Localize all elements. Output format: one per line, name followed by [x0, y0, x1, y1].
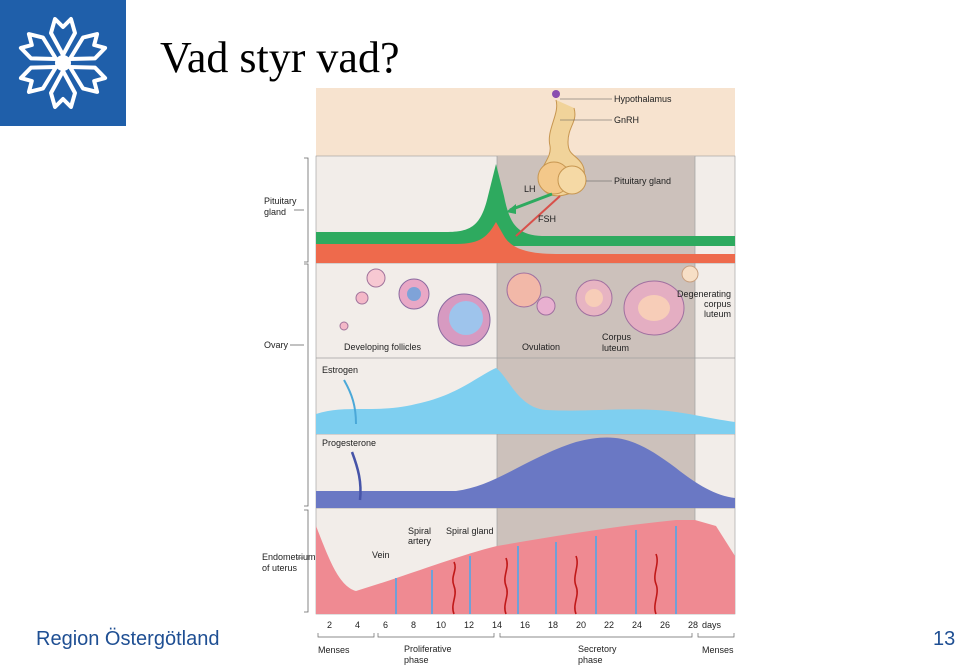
endometrium-row-label-1: Endometrium — [262, 552, 316, 562]
progesterone-arrow — [350, 451, 362, 501]
day-tick: 16 — [520, 620, 530, 630]
day-tick: 12 — [464, 620, 474, 630]
pituitary-row-label-1: Pituitary — [264, 196, 297, 206]
estrogen-arrow — [343, 379, 357, 425]
phase-menses-start: Menses — [318, 645, 350, 655]
fsh-arrow — [515, 195, 561, 237]
degenerating-label-3: luteum — [704, 309, 731, 319]
spiral-artery-label-1: Spiral — [408, 526, 431, 536]
developing-follicles-label: Developing follicles — [344, 342, 422, 352]
ovulation-label: Ovulation — [522, 342, 560, 352]
phase-secretory-2: phase — [578, 655, 603, 665]
day-tick: 26 — [660, 620, 670, 630]
day-tick: 20 — [576, 620, 586, 630]
degenerating-label-2: corpus — [704, 299, 732, 309]
days-unit-label: days — [702, 620, 722, 630]
lh-arrow — [509, 192, 553, 212]
flower-logo-icon — [16, 17, 110, 109]
fsh-label: FSH — [538, 214, 556, 224]
estrogen-label: Estrogen — [322, 365, 358, 375]
footer-organization: Region Östergötland — [36, 628, 220, 650]
hypothalamus-panel — [316, 88, 735, 156]
fsh-curve — [316, 222, 735, 263]
endometrium-lining — [316, 520, 735, 614]
spiral-arteries — [452, 553, 658, 615]
lh-arrowhead — [506, 204, 516, 214]
phase-proliferative-1: Proliferative — [404, 644, 452, 654]
day-axis: 2 4 6 8 10 12 14 16 18 20 22 24 26 28 da… — [327, 620, 722, 630]
region-ostergotland-logo — [0, 0, 126, 126]
corpus-luteum-label-1: Corpus — [602, 332, 632, 342]
corpus-luteum-label-2: luteum — [602, 343, 629, 353]
pituitary-gland-drawing — [537, 90, 587, 197]
menstrual-cycle-diagram: Hypothalamus GnRH Pituitary gland LH FSH… — [256, 86, 740, 666]
lh-curve — [316, 164, 735, 246]
spiral-gland-label: Spiral gland — [446, 526, 494, 536]
lh-label: LH — [524, 184, 536, 194]
day-tick: 14 — [492, 620, 502, 630]
progesterone-curve — [316, 437, 735, 508]
day-tick: 24 — [632, 620, 642, 630]
corpus-luteum-drawing — [575, 279, 685, 336]
page-number: 13 — [933, 628, 956, 650]
day-tick: 2 — [327, 620, 332, 630]
day-tick: 10 — [436, 620, 446, 630]
slide-title: Vad styr vad? — [160, 33, 400, 82]
day-tick: 8 — [411, 620, 416, 630]
day-tick: 28 — [688, 620, 698, 630]
phase-menses-end: Menses — [702, 645, 734, 655]
endometrium-row-label-2: of uterus — [262, 563, 298, 573]
gnrh-label: GnRH — [614, 115, 639, 125]
progesterone-label: Progesterone — [322, 438, 376, 448]
phase-secretory-1: Secretory — [578, 644, 617, 654]
uterine-veins — [395, 526, 677, 614]
ovary-row-label: Ovary — [264, 340, 289, 350]
hypothalamus-label: Hypothalamus — [614, 94, 672, 104]
spiral-artery-label-2: artery — [408, 536, 432, 546]
degenerating-corpus-luteum-drawing — [681, 265, 699, 283]
phase-proliferative-2: phase — [404, 655, 429, 665]
vein-label: Vein — [372, 550, 390, 560]
day-tick: 18 — [548, 620, 558, 630]
day-tick: 4 — [355, 620, 360, 630]
pituitary-row-label-2: gland — [264, 207, 286, 217]
degenerating-label-1: Degenerating — [677, 289, 731, 299]
developing-follicles-drawing — [339, 268, 491, 347]
ovulation-drawing — [506, 272, 556, 316]
day-tick: 6 — [383, 620, 388, 630]
day-tick: 22 — [604, 620, 614, 630]
estrogen-curve — [316, 368, 735, 434]
pituitary-gland-label: Pituitary gland — [614, 176, 671, 186]
